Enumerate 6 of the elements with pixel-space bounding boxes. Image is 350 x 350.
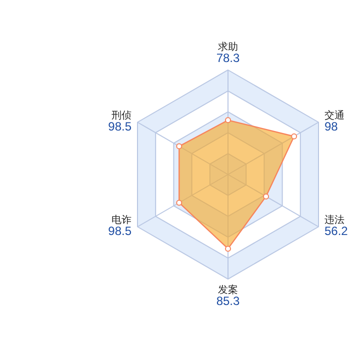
- spoke-label: 刑侦 98.5: [108, 110, 132, 134]
- spoke-label: 违法 56.2: [324, 214, 348, 238]
- spoke-label: 求助 78.3: [216, 41, 240, 65]
- spoke-label: 电诈 98.5: [108, 214, 132, 238]
- spoke-label: 发案 85.3: [216, 284, 240, 308]
- spoke-label: 交通 98: [324, 109, 344, 134]
